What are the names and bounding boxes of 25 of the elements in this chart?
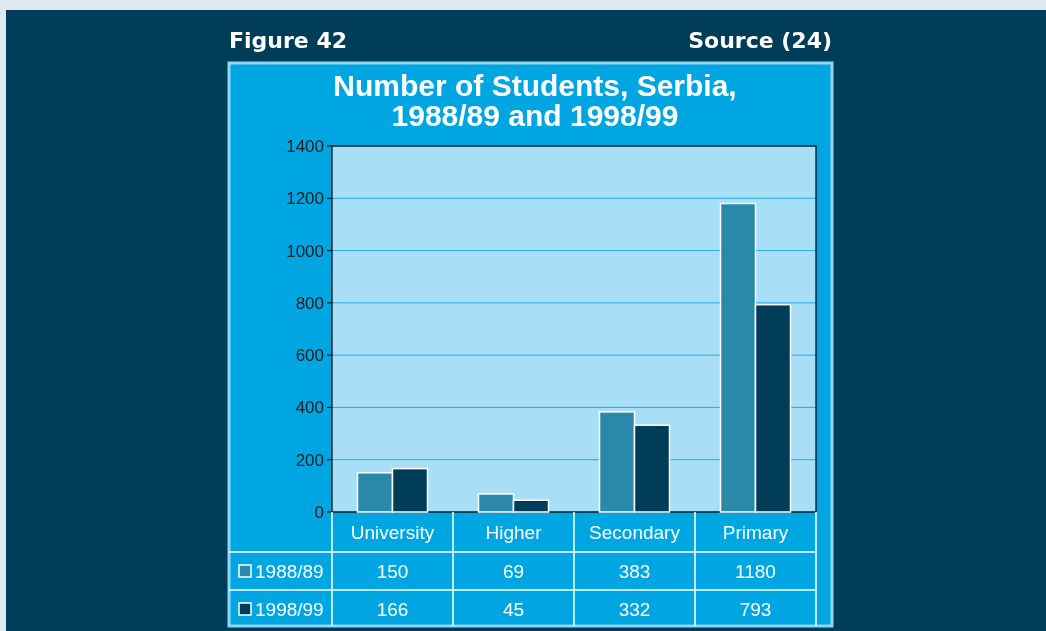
y-tick-label: 1000 xyxy=(286,241,324,261)
data-label: 383 xyxy=(618,560,651,582)
chart-title: Number of Students, Serbia, 1988/89 and 1998/99 xyxy=(333,69,737,132)
legend-label: 1998/99 xyxy=(255,598,324,620)
x-tick-label: Primary xyxy=(722,521,789,543)
y-tick-label: 200 xyxy=(295,450,324,470)
caption: Figure 42 xyxy=(229,28,348,53)
y-tick-label: 0 xyxy=(314,502,324,522)
data-label: 793 xyxy=(739,598,772,620)
y-tick-label: 1400 xyxy=(286,136,324,156)
data-label: 1180 xyxy=(735,560,776,582)
x-tick-label: Secondary xyxy=(589,521,681,543)
y-tick-label: 800 xyxy=(295,293,324,313)
data-label: 166 xyxy=(376,598,409,620)
data-label: 150 xyxy=(376,560,409,582)
y-tick-label: 1200 xyxy=(286,189,324,209)
y-tick-label: 400 xyxy=(295,398,324,418)
data-label: 332 xyxy=(618,598,651,620)
y-tick-label: 600 xyxy=(295,346,324,366)
data-label: 69 xyxy=(502,560,525,582)
legend-label: 1988/89 xyxy=(255,560,324,582)
source-note: Source (24) xyxy=(688,28,832,53)
x-tick-label: Higher xyxy=(485,521,543,543)
data-label: 45 xyxy=(502,598,525,620)
x-tick-label: University xyxy=(350,521,435,543)
